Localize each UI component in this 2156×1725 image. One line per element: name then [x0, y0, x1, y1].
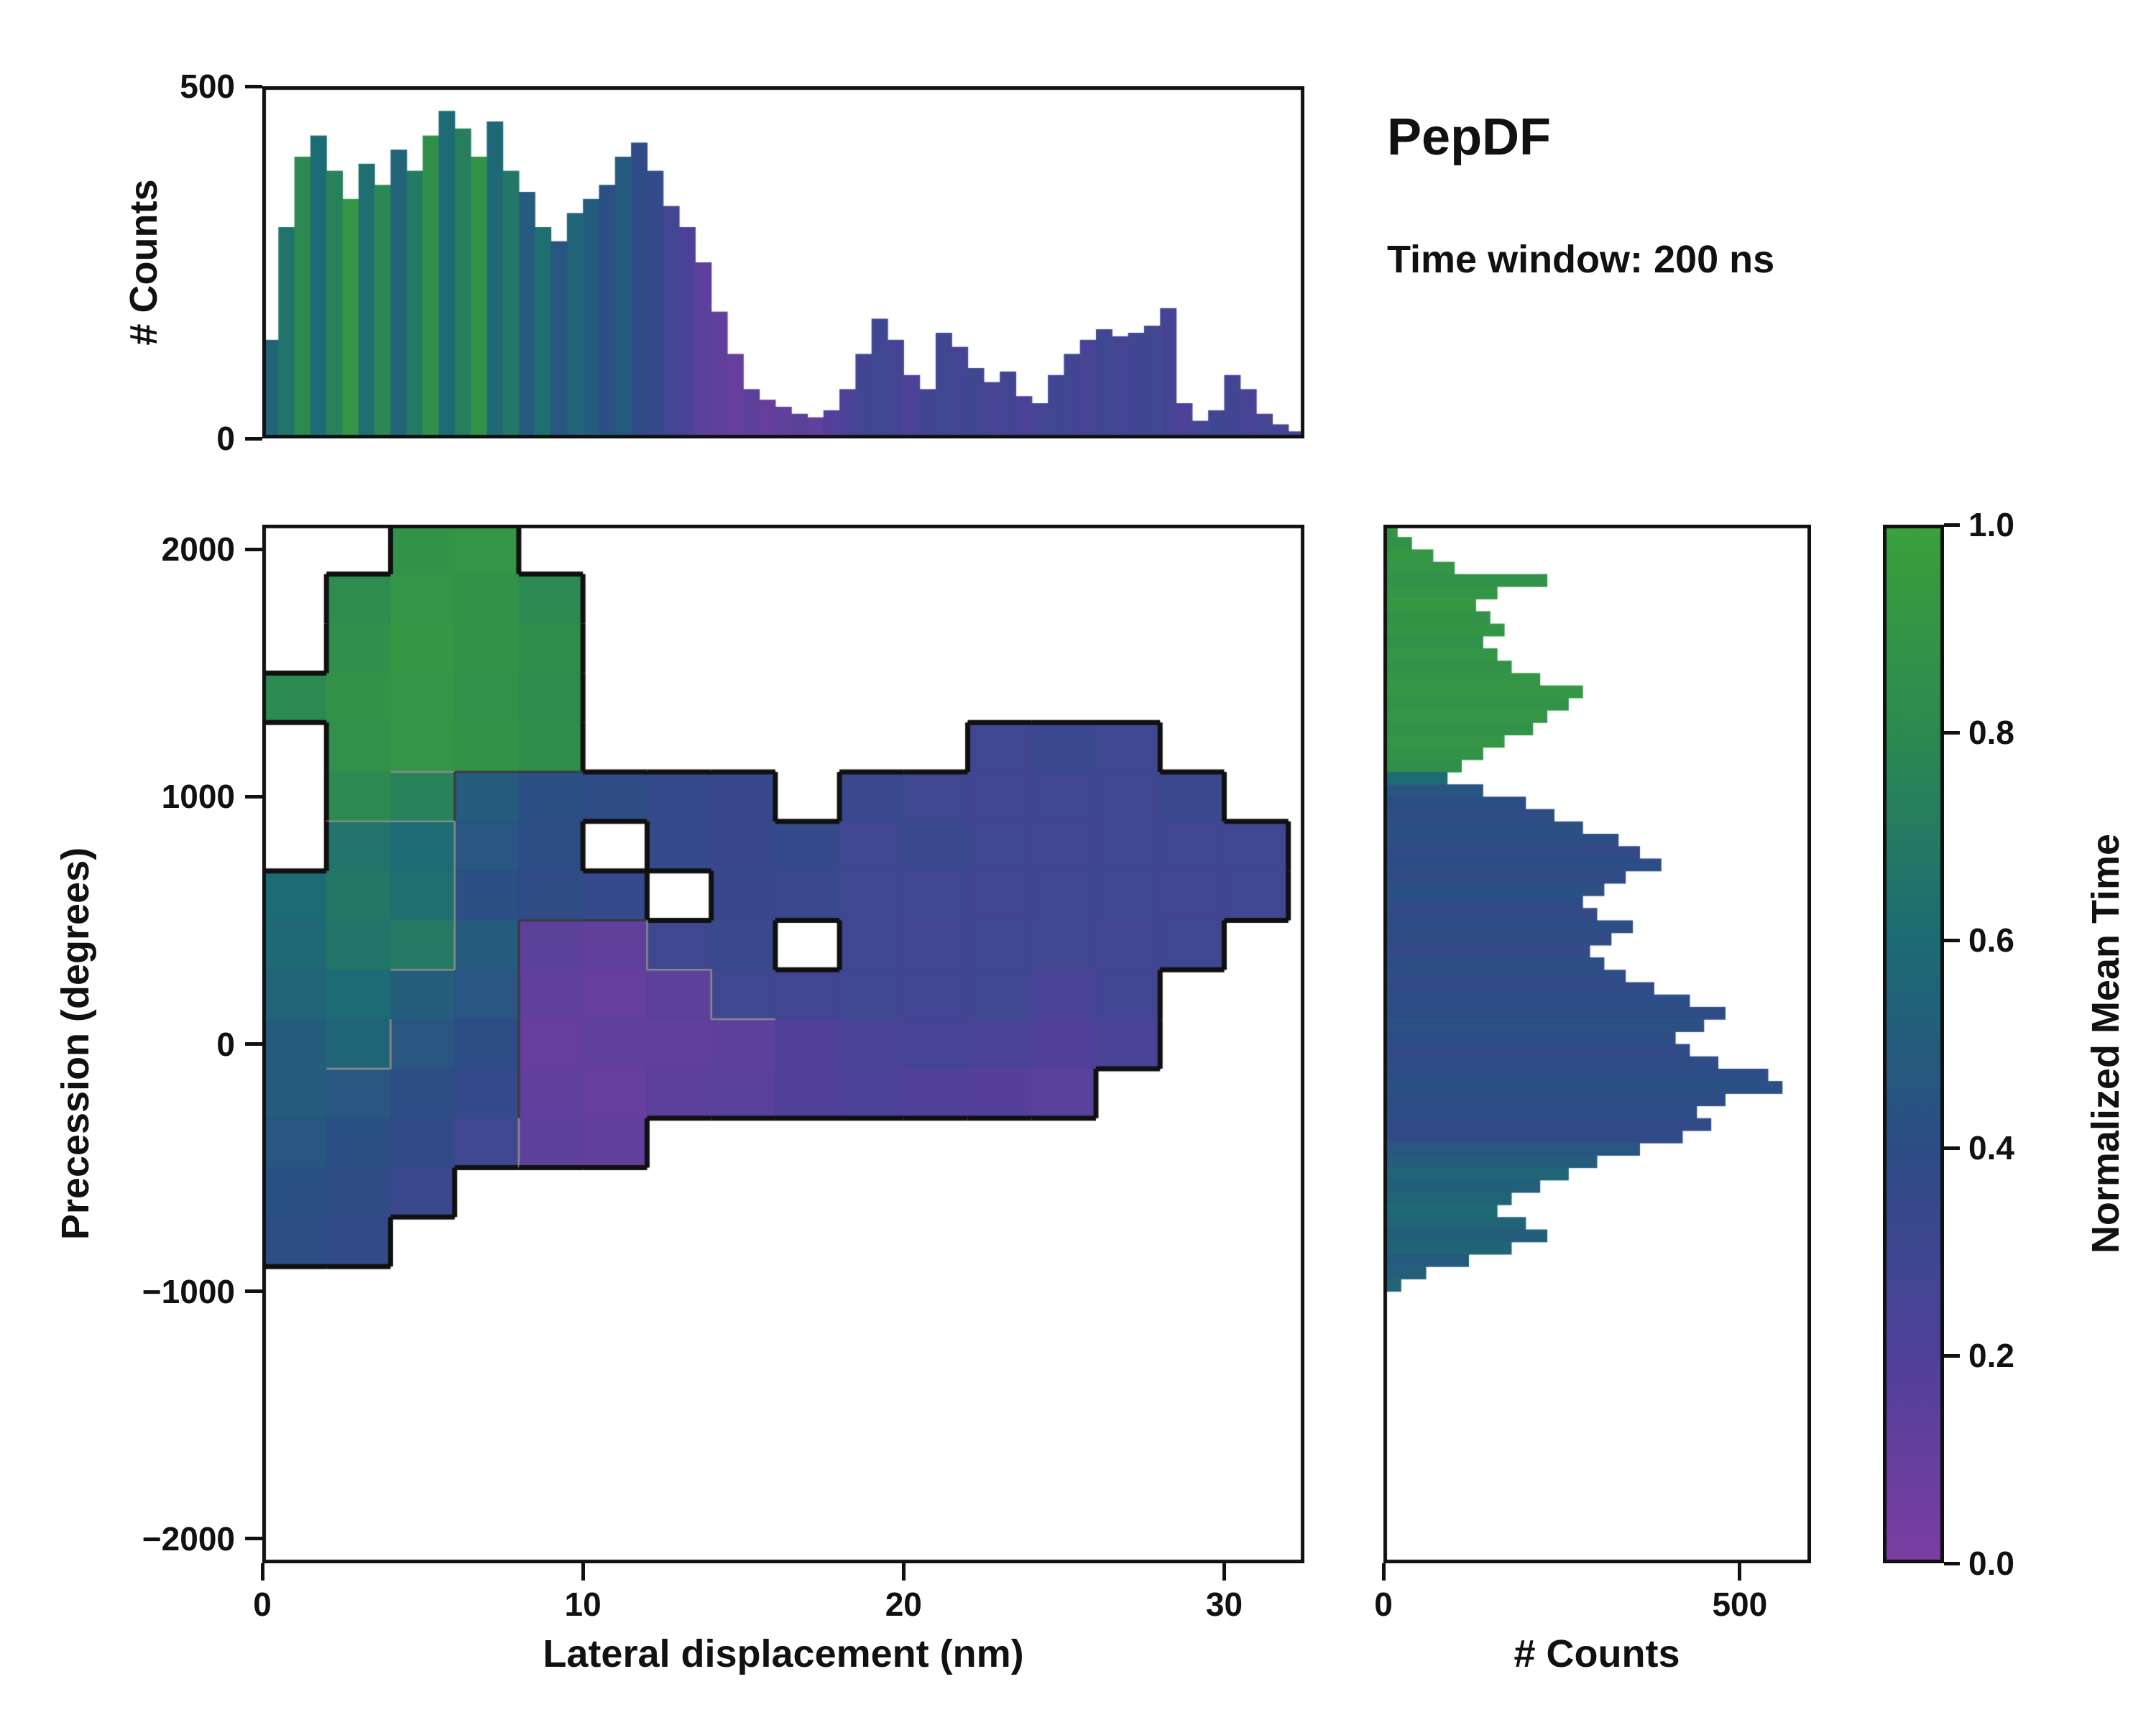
tick-label: 0.0 — [1968, 1545, 2014, 1582]
tick-mark — [1381, 1563, 1386, 1581]
chart-subtitle: Time window: 200 ns — [1387, 238, 1775, 281]
tick-mark — [1944, 1561, 1960, 1565]
tick-mark — [1222, 1563, 1226, 1581]
tick-label: 1000 — [161, 778, 235, 816]
tick-label: 0 — [253, 1586, 272, 1623]
tick-label: 1.0 — [1968, 506, 2014, 543]
top-hist-y-axis-label: # Counts — [122, 179, 165, 346]
main-heatmap-canvas — [262, 525, 1304, 1563]
tick-label: 2000 — [161, 530, 235, 569]
tick-label: 0 — [216, 1025, 235, 1063]
tick-label: 0.2 — [1968, 1337, 2014, 1374]
tick-mark — [260, 1563, 264, 1581]
main-y-axis-label: Precession (degrees) — [54, 847, 97, 1241]
tick-mark — [245, 84, 262, 88]
tick-label: 500 — [1712, 1586, 1768, 1623]
tick-label: −2000 — [142, 1519, 235, 1558]
chart-title: PepDF — [1387, 109, 1552, 166]
tick-label: 0.6 — [1968, 921, 2014, 959]
tick-label: 10 — [564, 1586, 602, 1623]
tick-mark — [245, 794, 262, 799]
colorbar-label: Normalized Mean Time — [2084, 833, 2127, 1254]
tick-label: 500 — [180, 68, 235, 105]
tick-mark — [1944, 938, 1960, 942]
tick-mark — [901, 1563, 906, 1581]
top-histogram-canvas — [262, 86, 1304, 438]
tick-label: −1000 — [142, 1272, 235, 1310]
tick-mark — [245, 1042, 262, 1046]
main-x-axis-label: Lateral displacement (nm) — [543, 1632, 1024, 1675]
tick-label: 30 — [1205, 1586, 1243, 1623]
tick-label: 0.4 — [1968, 1129, 2014, 1167]
tick-mark — [581, 1563, 585, 1581]
tick-mark — [1944, 523, 1960, 527]
tick-mark — [1738, 1563, 1742, 1581]
tick-mark — [1944, 730, 1960, 735]
tick-label: 20 — [885, 1586, 922, 1623]
tick-mark — [1944, 1146, 1960, 1150]
tick-mark — [245, 436, 262, 441]
tick-label: 0.8 — [1968, 714, 2014, 751]
tick-label: 0 — [216, 420, 235, 457]
tick-mark — [245, 1537, 262, 1541]
tick-mark — [1944, 1353, 1960, 1358]
colorbar-canvas — [1883, 525, 1944, 1563]
right-hist-x-axis-label: # Counts — [1514, 1632, 1680, 1675]
tick-mark — [245, 547, 262, 551]
tick-label: 0 — [1374, 1586, 1393, 1623]
tick-mark — [245, 1289, 262, 1294]
right-histogram-canvas — [1383, 525, 1811, 1563]
